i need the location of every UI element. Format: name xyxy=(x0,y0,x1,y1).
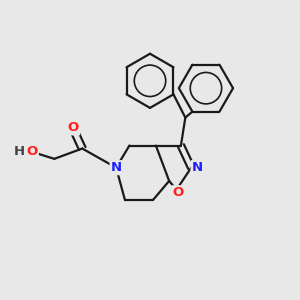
Text: O: O xyxy=(172,186,184,199)
Text: O: O xyxy=(68,122,79,134)
Text: O: O xyxy=(27,145,38,158)
Text: N: N xyxy=(191,161,203,174)
Text: H: H xyxy=(14,145,25,158)
Text: N: N xyxy=(111,161,122,174)
